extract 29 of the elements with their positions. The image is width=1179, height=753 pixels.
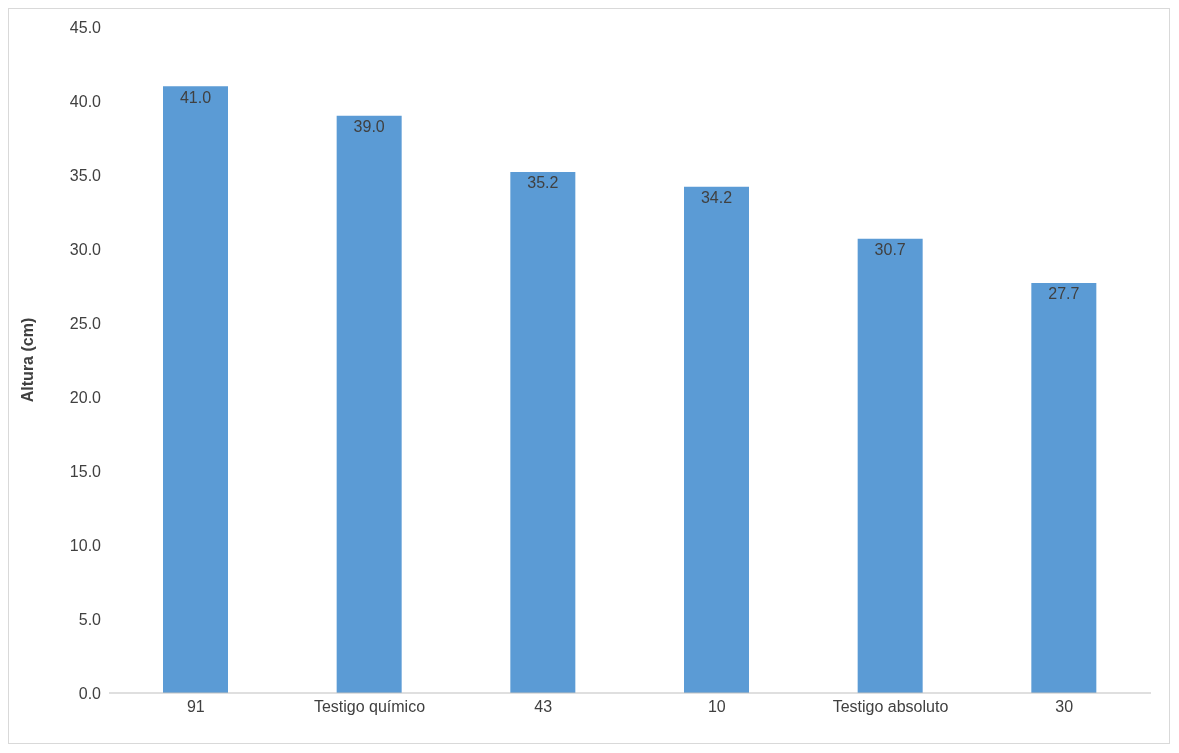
data-label: 27.7 (1048, 285, 1080, 303)
bar (1031, 283, 1097, 693)
bar (857, 238, 923, 693)
y-tick-label: 40.0 (69, 92, 102, 110)
data-label: 34.2 (700, 189, 733, 207)
y-tick-label: 0.0 (78, 684, 102, 702)
x-tick-label: 30 (1055, 698, 1074, 716)
y-tick-label: 25.0 (69, 314, 102, 332)
y-tick-label: 10.0 (69, 536, 102, 554)
y-tick-label: 15.0 (69, 462, 102, 480)
y-tick-label: 5.0 (78, 610, 102, 628)
data-label: 35.2 (527, 174, 559, 192)
y-tick-label: 20.0 (69, 388, 102, 406)
y-tick-label: 35.0 (69, 166, 102, 184)
x-tick-label: 10 (707, 698, 726, 716)
y-axis-title: Altura (cm) (18, 317, 36, 403)
data-label: 41.0 (179, 88, 212, 106)
x-tick-label: Testigo absoluto (832, 698, 949, 716)
data-label: 39.0 (353, 118, 385, 136)
bar (684, 186, 749, 693)
x-tick-label: 91 (186, 698, 205, 716)
bar (163, 86, 228, 693)
data-label: 30.7 (874, 241, 906, 258)
bar (336, 115, 402, 693)
y-tick-label: 30.0 (69, 240, 102, 258)
x-tick-label: 43 (534, 698, 553, 716)
y-tick-label: 45.0 (69, 18, 102, 36)
x-tick-label: Testigo químico (313, 698, 426, 716)
bar (510, 172, 576, 693)
